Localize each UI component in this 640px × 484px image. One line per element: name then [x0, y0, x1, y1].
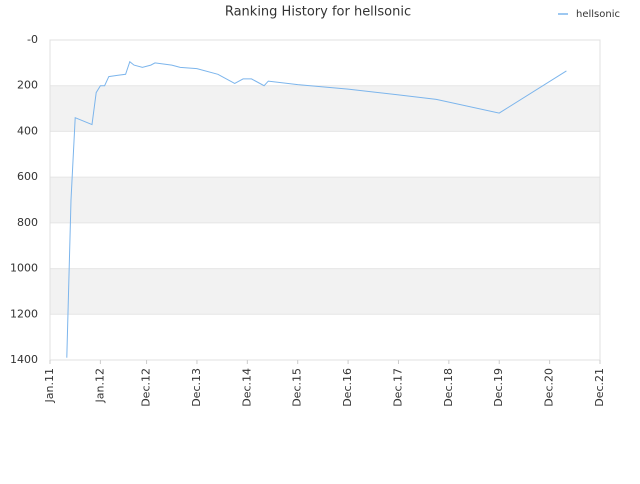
legend-label: hellsonic — [576, 9, 620, 20]
y-tick-label: 1000 — [10, 262, 38, 275]
x-tick-label: Dec.12 — [140, 368, 153, 407]
y-tick-label: -0 — [27, 33, 38, 46]
y-tick-label: 200 — [17, 79, 38, 92]
x-tick-label: Dec.17 — [391, 368, 404, 407]
x-tick-label: Jan.11 — [43, 368, 56, 403]
grid-band — [50, 177, 600, 223]
x-tick-label: Dec.15 — [291, 368, 304, 407]
chart-title: Ranking History for hellsonic — [225, 5, 411, 20]
x-tick-label: Dec.21 — [593, 368, 606, 407]
x-tick-label: Dec.20 — [543, 368, 556, 407]
x-tick-label: Jan.12 — [93, 368, 106, 403]
y-tick-label: 400 — [17, 124, 38, 137]
x-tick-label: Dec.18 — [442, 368, 455, 407]
grid-band — [50, 85, 600, 132]
y-tick-label: 1400 — [10, 353, 38, 366]
y-tick-label: 600 — [17, 170, 38, 183]
series-line — [66, 60, 567, 358]
plot-border — [49, 39, 601, 361]
x-tick-label: Dec.14 — [240, 368, 253, 407]
y-tick-label: 800 — [17, 216, 38, 229]
x-tick-label: Dec.16 — [341, 368, 354, 407]
y-tick-label: 1200 — [10, 307, 38, 320]
x-tick-label: Dec.13 — [190, 368, 203, 407]
x-tick-label: Dec.19 — [492, 368, 505, 407]
grid-band — [50, 268, 600, 315]
